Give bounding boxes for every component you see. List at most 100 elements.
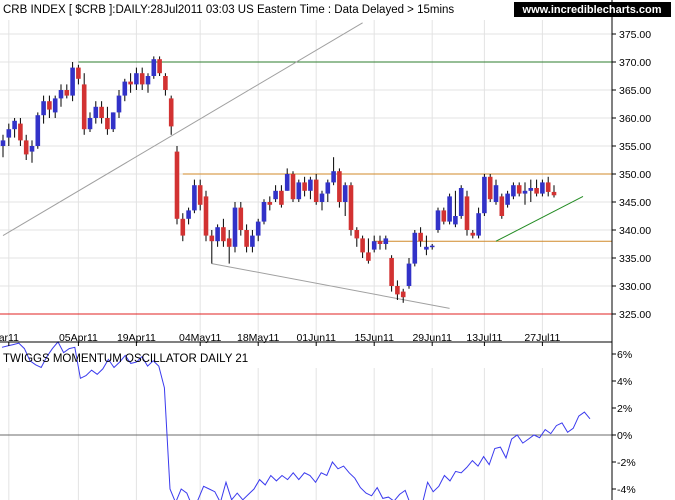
gridlines bbox=[0, 20, 612, 500]
osc-tick-label: -4% bbox=[617, 484, 636, 496]
candle-body bbox=[215, 227, 220, 242]
chart-title: CRB INDEX [ $CRB ]:DAILY:28Jul2011 03:03… bbox=[3, 4, 454, 16]
date-tick-label: 05Apr11 bbox=[59, 332, 98, 344]
candle-body bbox=[128, 81, 133, 85]
candle-body bbox=[197, 185, 203, 205]
candle-body bbox=[244, 230, 249, 247]
price-tick-label: 335.00 bbox=[619, 253, 651, 265]
price-tick-label: 360.00 bbox=[619, 113, 651, 125]
candle-body bbox=[429, 245, 435, 248]
candle-body bbox=[221, 227, 226, 242]
price-tick-label: 355.00 bbox=[619, 141, 651, 153]
candle-body bbox=[70, 67, 75, 96]
candle-body bbox=[122, 81, 128, 96]
oscillator-panel bbox=[0, 341, 612, 500]
candle-body bbox=[395, 286, 400, 295]
chart-header: CRB INDEX [ $CRB ]:DAILY:28Jul2011 03:03… bbox=[3, 2, 671, 17]
date-tick-label: 01Jun11 bbox=[296, 332, 336, 344]
candle-body bbox=[186, 210, 191, 219]
candle-body bbox=[134, 73, 139, 85]
candle-body bbox=[139, 73, 145, 85]
price-tick-label: 375.00 bbox=[619, 29, 651, 41]
price-tick-label: 345.00 bbox=[619, 197, 651, 209]
candle-body bbox=[47, 101, 52, 110]
candle-body bbox=[76, 67, 81, 79]
candle-body bbox=[371, 241, 377, 250]
candle-body bbox=[418, 232, 423, 242]
candle-body bbox=[348, 185, 354, 230]
candle-body bbox=[64, 90, 70, 96]
price-candles bbox=[0, 56, 557, 303]
candle-body bbox=[0, 140, 6, 146]
candle-body bbox=[458, 188, 464, 216]
candle-body bbox=[325, 182, 331, 194]
trendline bbox=[211, 263, 450, 309]
candle-body bbox=[116, 95, 122, 113]
candle-body bbox=[522, 190, 528, 194]
candle-body bbox=[145, 76, 151, 85]
candle-body bbox=[105, 118, 110, 130]
candle-body bbox=[331, 171, 336, 183]
candle-body bbox=[29, 146, 35, 152]
candle-body bbox=[180, 218, 186, 236]
candle-body bbox=[360, 238, 365, 253]
date-tick-label: ar11 bbox=[0, 332, 19, 344]
date-tick-label: 13Jul11 bbox=[466, 332, 502, 344]
candle-body bbox=[23, 140, 29, 155]
candle-body bbox=[389, 258, 394, 286]
candle-body bbox=[482, 176, 487, 214]
candle-body bbox=[290, 174, 296, 200]
date-tick-label: 18May11 bbox=[237, 332, 280, 344]
candle-body bbox=[157, 59, 162, 74]
candle-body bbox=[534, 188, 539, 194]
candle-body bbox=[192, 185, 197, 211]
axes bbox=[0, 0, 613, 500]
candle-body bbox=[406, 263, 412, 286]
candle-body bbox=[284, 174, 290, 191]
candle-body bbox=[377, 241, 383, 244]
candle-body bbox=[464, 196, 470, 230]
candle-body bbox=[337, 171, 342, 202]
osc-tick-label: 0% bbox=[617, 430, 632, 442]
candle-body bbox=[354, 230, 360, 239]
candle-body bbox=[151, 59, 157, 76]
date-tick-label: 19Apr11 bbox=[117, 332, 156, 344]
candle-body bbox=[273, 190, 278, 200]
candle-body bbox=[163, 76, 168, 90]
candle-body bbox=[342, 185, 348, 202]
candle-body bbox=[296, 182, 302, 200]
candle-body bbox=[551, 191, 557, 196]
price-tick-label: 330.00 bbox=[619, 281, 651, 293]
candle-body bbox=[470, 232, 476, 236]
candle-body bbox=[52, 98, 58, 113]
candle-body bbox=[279, 190, 284, 205]
candle-body bbox=[476, 213, 481, 236]
date-tick-label: 15Jun11 bbox=[354, 332, 394, 344]
osc-tick-label: -2% bbox=[617, 457, 636, 469]
candle-body bbox=[99, 106, 104, 118]
osc-tick-label: 4% bbox=[617, 376, 632, 388]
candle-body bbox=[545, 182, 551, 192]
brand-badge bbox=[514, 2, 671, 17]
osc-line bbox=[1, 341, 591, 500]
brand-link[interactable]: www.incrediblecharts.com bbox=[522, 4, 662, 16]
trendline bbox=[2, 22, 363, 237]
candle-body bbox=[435, 210, 441, 230]
candle-body bbox=[87, 118, 93, 130]
candle-body bbox=[58, 90, 64, 99]
candle-body bbox=[35, 115, 41, 146]
osc-tick-label: 2% bbox=[617, 403, 632, 415]
date-tick-label: 29Jun11 bbox=[412, 332, 452, 344]
candle-body bbox=[168, 98, 174, 127]
candle-body bbox=[366, 252, 371, 261]
candle-body bbox=[203, 196, 209, 236]
candle-body bbox=[209, 235, 215, 242]
candle-body bbox=[18, 123, 23, 141]
candle-body bbox=[308, 179, 313, 191]
price-tick-label: 370.00 bbox=[619, 57, 651, 69]
candle-body bbox=[493, 185, 499, 202]
oscillator-title: TWIGGS MOMENTUM OSCILLATOR DAILY 21 bbox=[3, 353, 248, 365]
candle-body bbox=[226, 238, 232, 247]
candle-body bbox=[267, 202, 273, 205]
